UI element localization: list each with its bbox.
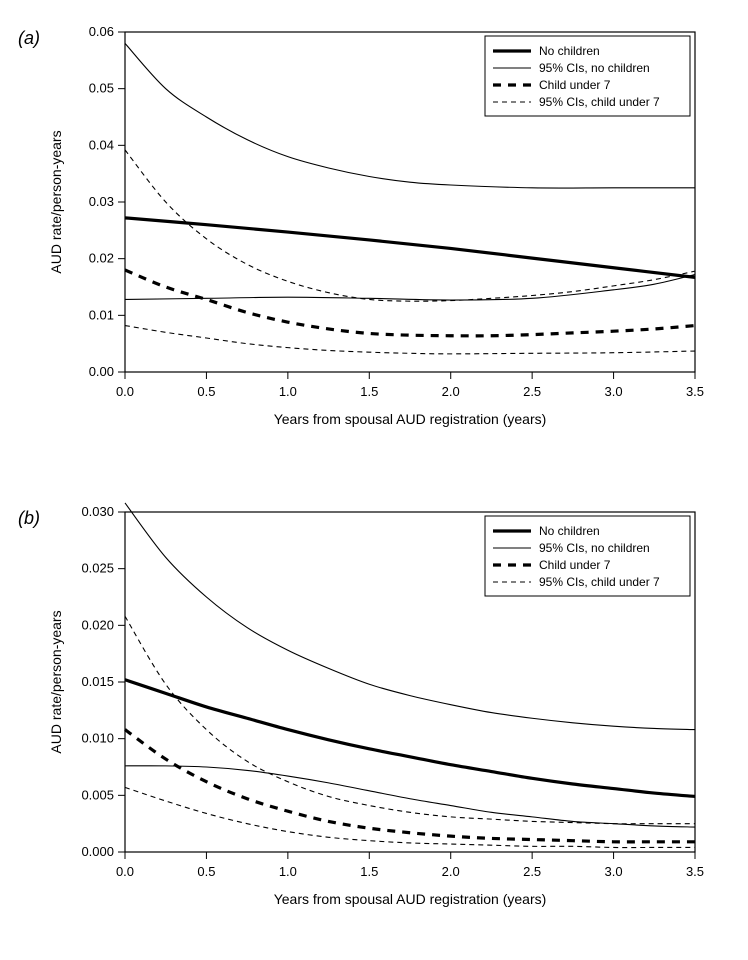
y-tick-label: 0.005 bbox=[81, 787, 114, 802]
legend-label: 95% CIs, child under 7 bbox=[539, 575, 660, 589]
legend-label: No children bbox=[539, 44, 600, 58]
chart-panel-a: 0.0 0.5 1.0 1.5 2.0 2.5 3.0 3.5 0.00 0.01 0.02 0.03… bbox=[30, 10, 730, 460]
series-ci-c7-lower bbox=[125, 787, 695, 847]
legend-label: Child under 7 bbox=[539, 78, 611, 92]
series-ci-c7-lower bbox=[125, 326, 695, 354]
x-tick-label: 3.0 bbox=[605, 384, 623, 399]
y-tick-label: 0.03 bbox=[89, 194, 114, 209]
x-tick-label: 1.0 bbox=[279, 864, 297, 879]
legend-label: 95% CIs, child under 7 bbox=[539, 95, 660, 109]
x-tick-label: 1.0 bbox=[279, 384, 297, 399]
x-tick-label: 2.0 bbox=[442, 864, 460, 879]
y-tick-label: 0.030 bbox=[81, 504, 114, 519]
y-tick-label: 0.04 bbox=[89, 137, 114, 152]
series-ci-nc-lower bbox=[125, 766, 695, 827]
y-tick-label: 0.00 bbox=[89, 364, 114, 379]
series-ci-c7-upper bbox=[125, 616, 695, 823]
series-ci-nc-upper bbox=[125, 503, 695, 730]
y-tick-label: 0.010 bbox=[81, 731, 114, 746]
y-tick-label: 0.02 bbox=[89, 251, 114, 266]
x-tick-label: 0.0 bbox=[116, 384, 134, 399]
y-tick-label: 0.06 bbox=[89, 24, 114, 39]
y-axis-label: AUD rate/person-years bbox=[48, 610, 64, 753]
y-tick-label: 0.05 bbox=[89, 81, 114, 96]
x-tick-label: 0.5 bbox=[197, 384, 215, 399]
y-tick-label: 0.025 bbox=[81, 561, 114, 576]
chart-panel-b: 0.0 0.5 1.0 1.5 2.0 2.5 3.0 3.5 0.000 0.005 0.010 0… bbox=[30, 490, 730, 940]
series-no-children bbox=[125, 680, 695, 797]
x-tick-label: 2.5 bbox=[523, 384, 541, 399]
legend-label: Child under 7 bbox=[539, 558, 611, 572]
series-no-children bbox=[125, 218, 695, 278]
y-tick-label: 0.01 bbox=[89, 307, 114, 322]
series-child-under-7 bbox=[125, 270, 695, 336]
series-child-under-7 bbox=[125, 730, 695, 842]
x-tick-label: 1.5 bbox=[360, 384, 378, 399]
y-axis-label: AUD rate/person-years bbox=[48, 130, 64, 273]
y-tick-label: 0.015 bbox=[81, 674, 114, 689]
x-tick-label: 3.0 bbox=[605, 864, 623, 879]
legend-label: No children bbox=[539, 524, 600, 538]
y-tick-label: 0.000 bbox=[81, 844, 114, 859]
x-tick-label: 2.5 bbox=[523, 864, 541, 879]
legend-label: 95% CIs, no children bbox=[539, 541, 650, 555]
x-tick-label: 1.5 bbox=[360, 864, 378, 879]
series-ci-nc-lower bbox=[125, 275, 695, 301]
x-tick-label: 0.5 bbox=[197, 864, 215, 879]
x-axis-label: Years from spousal AUD registration (yea… bbox=[274, 891, 547, 907]
x-tick-label: 3.5 bbox=[686, 864, 704, 879]
y-tick-label: 0.020 bbox=[81, 617, 114, 632]
x-tick-label: 0.0 bbox=[116, 864, 134, 879]
x-tick-label: 3.5 bbox=[686, 384, 704, 399]
x-tick-label: 2.0 bbox=[442, 384, 460, 399]
figure-container: (a) 0.00.51.01.52.02.53.03.50.000.010.02… bbox=[0, 0, 748, 960]
legend-label: 95% CIs, no children bbox=[539, 61, 650, 75]
x-axis-label: Years from spousal AUD registration (yea… bbox=[274, 411, 547, 427]
